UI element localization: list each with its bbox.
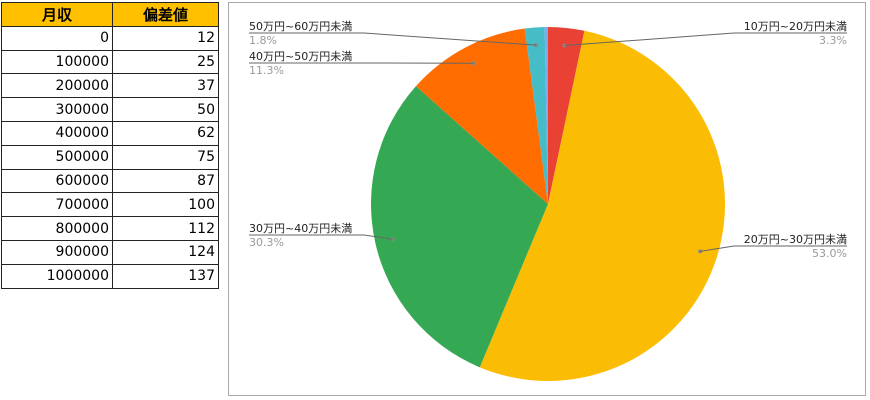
table-row: 700000 100 <box>1 192 219 218</box>
pie-slice <box>371 86 548 368</box>
slice-percent: 1.8% <box>249 34 277 47</box>
slice-percent: 11.3% <box>249 64 284 77</box>
table-row: 400000 62 <box>1 120 219 146</box>
table-row: 300000 50 <box>1 97 219 122</box>
column-header: 偏差値 <box>112 2 219 27</box>
leader-line <box>249 234 393 240</box>
table-cell: 37 <box>112 73 219 99</box>
table-row: 0 12 <box>1 25 219 51</box>
table-row: 800000 112 <box>1 216 219 241</box>
table-cell: 500000 <box>1 144 113 170</box>
table-cell: 700000 <box>1 192 113 218</box>
table-cell: 200000 <box>1 73 113 99</box>
table-cell: 300000 <box>1 97 113 122</box>
slice-label: 50万円~60万円未満 <box>249 20 352 33</box>
table-row: 200000 37 <box>1 73 219 99</box>
slice-label: 10万円~20万円未満 <box>744 20 847 33</box>
slice-percent: 30.3% <box>249 236 284 249</box>
pie-slice <box>544 27 548 204</box>
column-header: 月収 <box>1 2 113 27</box>
table-cell: 124 <box>112 239 219 265</box>
table-cell: 800000 <box>1 216 113 241</box>
table-cell: 1000000 <box>1 263 113 289</box>
table-row: 900000 124 <box>1 239 219 265</box>
pie-slice <box>415 28 548 205</box>
leader-dot <box>471 61 476 66</box>
table-cell: 112 <box>112 216 219 241</box>
table-cell: 100000 <box>1 49 113 75</box>
table-row: 1000000 137 <box>1 263 219 289</box>
table-cell: 100 <box>112 192 219 218</box>
slice-label: 20万円~30万円未満 <box>744 233 847 246</box>
table-cell: 900000 <box>1 239 113 265</box>
slice-label: 30万円~40万円未満 <box>249 222 352 235</box>
leader-line <box>700 245 847 252</box>
slice-percent: 53.0% <box>812 247 847 260</box>
table-cell: 400000 <box>1 120 113 146</box>
leader-line <box>564 32 847 47</box>
pie-slice <box>479 30 726 382</box>
leader-line <box>249 32 537 46</box>
table-cell: 600000 <box>1 168 113 194</box>
table-cell: 50 <box>112 97 219 122</box>
table-row: 500000 75 <box>1 144 219 170</box>
table-row: 100000 25 <box>1 49 219 75</box>
data-table: 月収 偏差値 0 12 100000 25 200000 37 300000 50 400000 62… <box>1 2 219 289</box>
slice-label: 40万円~50万円未満 <box>249 50 352 63</box>
table-cell: 25 <box>112 49 219 75</box>
table-cell: 75 <box>112 144 219 170</box>
pie-slice <box>548 27 585 204</box>
table-cell: 87 <box>112 168 219 194</box>
table-cell: 137 <box>112 263 219 289</box>
pie-chart: 10万円~20万円未満 3.3% 20万円~30万円未満 53.0% 30万円~40万円… <box>228 2 866 396</box>
table-row: 600000 87 <box>1 168 219 194</box>
table-cell: 0 <box>1 25 113 51</box>
slice-percent: 3.3% <box>819 34 847 47</box>
table-cell: 62 <box>112 120 219 146</box>
pie-slice <box>524 27 548 204</box>
table-cell: 12 <box>112 25 219 51</box>
